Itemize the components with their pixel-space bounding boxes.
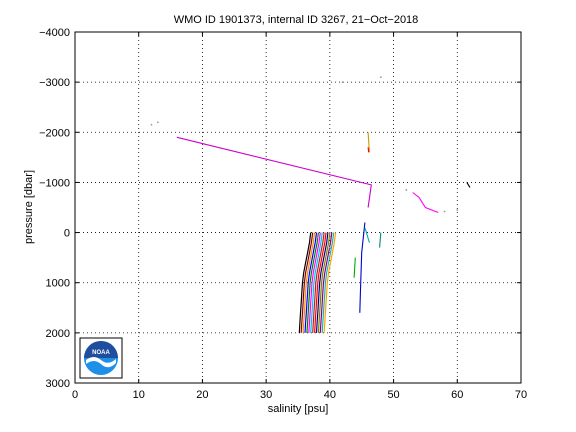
series-line xyxy=(466,182,471,188)
profile-line xyxy=(300,232,314,333)
scatter-point xyxy=(405,189,408,191)
y-tick-label: −2000 xyxy=(39,127,70,139)
series-line xyxy=(176,136,372,208)
x-tick-label: 40 xyxy=(324,389,336,401)
scatter-point xyxy=(443,210,446,213)
profile-line xyxy=(306,232,319,333)
y-tick-label: −3000 xyxy=(39,77,70,89)
x-tick-label: 0 xyxy=(72,389,78,401)
profile-line xyxy=(308,232,321,333)
scatter-point xyxy=(341,81,344,84)
tick-layer: 0 10 20 30 40 50 60 70 −4000 −3000 −2000 −1000 0 1000… xyxy=(39,27,527,401)
profile-line xyxy=(302,232,316,333)
series-line xyxy=(367,147,370,153)
y-axis-label: pressure [dbar] xyxy=(23,170,35,244)
series-line xyxy=(353,257,356,278)
y-tick-label: 1000 xyxy=(46,278,70,290)
grid-layer xyxy=(75,32,521,383)
scatter-point xyxy=(456,209,459,211)
profile-line xyxy=(310,232,323,333)
profile-line xyxy=(315,232,329,333)
y-tick-label: −1000 xyxy=(39,177,70,189)
x-axis-label: salinity [psu] xyxy=(268,403,329,415)
profile-line xyxy=(323,232,337,333)
data-layer xyxy=(150,76,471,333)
profile-line xyxy=(321,232,335,333)
series-line xyxy=(364,227,370,243)
scatter-point xyxy=(150,123,153,126)
x-tick-label: 20 xyxy=(196,389,208,401)
scatter-point xyxy=(156,121,159,124)
profile-line xyxy=(319,232,333,333)
noaa-logo-text: NOAA xyxy=(92,350,110,356)
noaa-logo: NOAA xyxy=(79,337,123,379)
x-tick-label: 10 xyxy=(133,389,145,401)
scatter-point xyxy=(316,236,319,239)
y-tick-label: −4000 xyxy=(39,27,70,39)
profile-line xyxy=(317,232,331,333)
y-tick-label: 0 xyxy=(64,228,70,240)
profile-line xyxy=(312,232,325,333)
x-tick-label: 70 xyxy=(515,389,527,401)
profile-line xyxy=(298,232,312,333)
x-tick-label: 30 xyxy=(260,389,272,401)
series-line xyxy=(359,222,366,313)
y-tick-label: 2000 xyxy=(46,328,70,340)
scatter-point xyxy=(379,76,382,79)
x-tick-label: 60 xyxy=(451,389,463,401)
series-line xyxy=(379,232,382,248)
x-tick-label: 50 xyxy=(387,389,399,401)
axes-box xyxy=(74,31,522,384)
profile-line xyxy=(314,232,327,333)
series-line xyxy=(412,192,439,214)
y-tick-label: 3000 xyxy=(46,378,70,390)
scatter-point xyxy=(328,246,331,249)
chart-title: WMO ID 1901373, internal ID 3267, 21−Oct… xyxy=(174,14,419,26)
profile-line xyxy=(304,232,318,333)
series-line xyxy=(367,132,370,153)
